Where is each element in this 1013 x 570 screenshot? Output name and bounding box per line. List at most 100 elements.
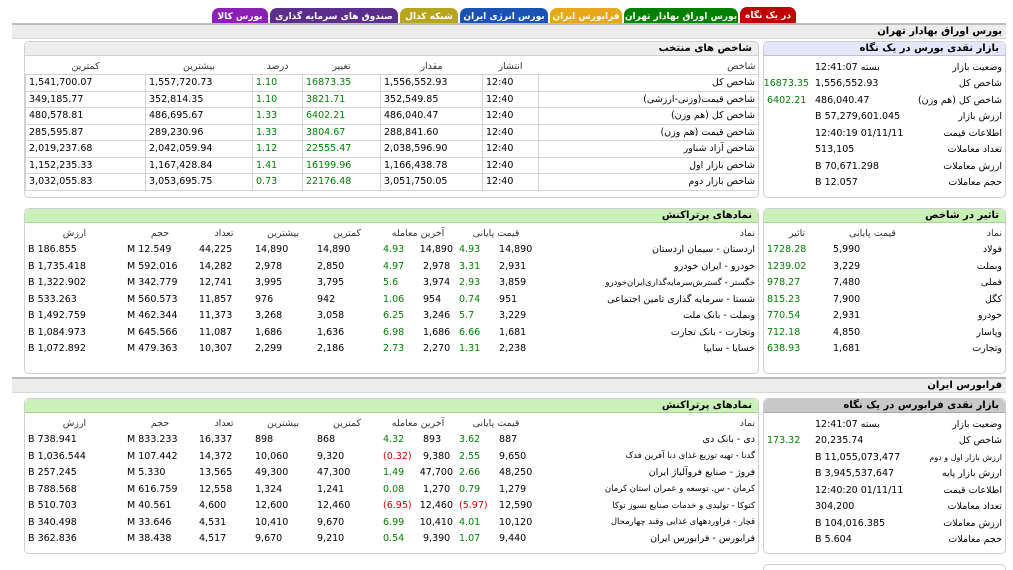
close-change: 1.31: [459, 343, 481, 355]
index-low: 3,032,055.83: [25, 173, 146, 191]
symbol-row[interactable]: کتوکا - تولیدی و خدمات صنایع نسوز توکا 12…: [25, 498, 758, 515]
tab-tse[interactable]: بورس اوراق بهادار تهران: [624, 8, 738, 26]
glance-row: شاخص کل 1,556,552.93 16873.35: [764, 76, 1005, 93]
glance-change: [764, 482, 812, 499]
column-header: انتشار: [498, 60, 523, 72]
symbol-name[interactable]: خودرو - ایران خودرو: [674, 260, 756, 272]
high-price: 10,060: [255, 450, 289, 462]
index-value: 486,040.47: [380, 107, 483, 125]
symbol-name[interactable]: اردستان - سیمان اردستان: [652, 244, 756, 256]
symbol-row[interactable]: قچار - فراوردههای غذایی وقند چهارمحال 10,…: [25, 514, 758, 531]
index-time: 12:40: [482, 156, 539, 174]
close-change: 6.66: [459, 326, 481, 338]
last-change: 4.97: [383, 260, 405, 272]
symbol-row[interactable]: وتجارت - بانک تجارت 1,681 6.66 1,686 6.98 1,6…: [25, 324, 758, 341]
trade-count: 44,225: [199, 244, 233, 256]
index-name: شاخص قیمت(وزنی-ارزشی): [538, 90, 758, 108]
trade-volume: 560.573 M: [127, 293, 178, 305]
impact-price: 5,990: [833, 244, 861, 256]
index-row: شاخص کل 12:40 1,556,552.93 16873.35 1.10 1,55…: [25, 74, 758, 92]
close-change: 1.07: [459, 533, 481, 545]
symbol-name[interactable]: شستا - سرمایه گذاری تامین اجتماعی: [607, 293, 756, 305]
impact-symbol: وپاسار: [976, 326, 1002, 338]
tab-ime[interactable]: بورس کالا: [212, 8, 268, 26]
glance-value: 5.604 B: [815, 534, 852, 546]
trade-volume: 38.438 M: [127, 533, 172, 545]
glance-value: 70,671.298 B: [815, 160, 879, 172]
index-name: شاخص آزاد شناور: [538, 140, 758, 158]
symbol-name[interactable]: خگستر - گسترش‌سرمایه‌گذاری‌ایران‌خودرو: [605, 277, 756, 288]
index-low: 1,541,700.07: [25, 74, 146, 92]
tab-ifb[interactable]: فرابورس ایران: [550, 8, 622, 26]
index-value: 1,166,438.78: [380, 156, 483, 174]
trade-value: 1,072.892 B: [28, 343, 86, 355]
low-price: 9,320: [317, 450, 345, 462]
glance-row: حجم معاملات 12.057 B: [764, 175, 1005, 192]
impact-row: فولاد 5,990 1728.28: [764, 242, 1005, 259]
high-price: 12,600: [255, 500, 289, 512]
last-change: 0.08: [383, 483, 405, 495]
impact-row: خودرو 2,931 770.54: [764, 308, 1005, 325]
column-header: کمترین: [71, 60, 100, 72]
symbol-name[interactable]: فرابورس - فرابورس ایران: [650, 533, 756, 545]
symbol-name[interactable]: قچار - فراوردههای غذایی وقند چهارمحال: [610, 517, 756, 528]
symbol-row[interactable]: فرابورس - فرابورس ایران 9,440 1.07 9,390 0.5…: [25, 531, 758, 548]
trade-count: 12,741: [199, 277, 233, 289]
symbol-row[interactable]: وبملت - بانک ملت 3,229 5.7 3,246 6.25 3,058 3,…: [25, 308, 758, 325]
symbol-name[interactable]: فروژ - صنایع فروآلیاژ ایران: [648, 467, 756, 479]
high-price: 976: [255, 293, 274, 305]
glance-change: [764, 466, 812, 483]
high-price: 14,890: [255, 244, 289, 256]
trade-volume: 107.442 M: [127, 450, 178, 462]
divider: [12, 377, 1006, 379]
tse-active-title: نمادهای پرتراکنش: [25, 209, 758, 223]
symbol-name[interactable]: کرمان - س. توسعه و عمران استان کرمان: [604, 484, 756, 495]
tab-energy[interactable]: بورس انرژی ایران: [460, 8, 548, 26]
index-low: 2,019,237.68: [25, 140, 146, 158]
glance-row: وضعیت بازار بسته 12:41:07: [764, 59, 1005, 76]
symbol-name[interactable]: وبملت - بانک ملت: [683, 310, 756, 322]
symbol-name[interactable]: دی - بانک دی: [702, 434, 756, 446]
glance-value: 12.057 B: [815, 177, 858, 189]
index-row: شاخص آزاد شناور 12:40 2,038,596.90 22555.47…: [25, 140, 758, 158]
impact-value: 712.18: [767, 326, 801, 338]
symbol-row[interactable]: کرمان - س. توسعه و عمران استان کرمان 1,27…: [25, 481, 758, 498]
index-value: 1,556,552.93: [380, 74, 483, 92]
trade-value: 1,322.902 B: [28, 277, 86, 289]
symbol-name[interactable]: گدنا - تهیه توزیع غذای دنا آفرین فدک: [625, 451, 756, 462]
high-price: 1,686: [255, 326, 283, 338]
column-header: شاخص: [727, 60, 756, 72]
column-header: حجم: [150, 227, 170, 239]
close-price: 9,440: [499, 533, 527, 545]
glance-row: ارزش بازار پایه 3,945,537,647 B: [764, 466, 1005, 483]
index-time: 12:40: [482, 140, 539, 158]
index-high: 1,167,428.84: [145, 156, 253, 174]
symbol-name[interactable]: خسایا - سایپا: [703, 343, 756, 355]
symbol-name[interactable]: کتوکا - تولیدی و خدمات صنایع نسوز توکا: [612, 500, 756, 511]
close-price: 12,590: [499, 500, 533, 512]
symbol-row[interactable]: خسایا - سایپا 2,238 1.31 2,270 2.73 2,186 2,29…: [25, 341, 758, 358]
tab-codal[interactable]: شبکه کدال: [400, 8, 458, 26]
tab-funds[interactable]: صندوق های سرمایه گذاری: [270, 8, 398, 26]
last-change: 6.25: [383, 310, 405, 322]
symbol-row[interactable]: دی - بانک دی 887 3.62 893 4.32 868 898 16,337 83…: [25, 432, 758, 449]
tse-active-table: نماد قیمت پایانی آخرین معامله کمترین بیشترین…: [25, 225, 758, 357]
index-high: 289,230.96: [145, 123, 253, 141]
index-pct: 0.73: [252, 173, 303, 191]
symbol-row[interactable]: خودرو - ایران خودرو 2,931 3.31 2,978 4.97 2,8…: [25, 258, 758, 275]
symbol-row[interactable]: فروژ - صنایع فروآلیاژ ایران 48,250 2.66 47,…: [25, 465, 758, 482]
last-price: 9,380: [423, 450, 451, 462]
impact-price: 2,931: [833, 310, 861, 322]
close-change: 4.93: [459, 244, 481, 256]
symbol-row[interactable]: شستا - سرمایه گذاری تامین اجتماعی 951 0.74…: [25, 291, 758, 308]
tab-overview[interactable]: در یک نگاه: [740, 7, 796, 27]
symbol-row[interactable]: گدنا - تهیه توزیع غذای دنا آفرین فدک 9,65…: [25, 448, 758, 465]
last-price: 2,270: [423, 343, 451, 355]
impact-value: 1239.02: [767, 260, 807, 272]
symbol-row[interactable]: خگستر - گسترش‌سرمایه‌گذاری‌ایران‌خودرو 3,…: [25, 275, 758, 292]
impact-row: وتجارت 1,681 638.93: [764, 341, 1005, 358]
last-price: 3,974: [423, 277, 451, 289]
last-price: 2,978: [423, 260, 451, 272]
symbol-row[interactable]: اردستان - سیمان اردستان 14,890 4.93 14,890 4…: [25, 242, 758, 259]
symbol-name[interactable]: وتجارت - بانک تجارت: [670, 326, 756, 338]
